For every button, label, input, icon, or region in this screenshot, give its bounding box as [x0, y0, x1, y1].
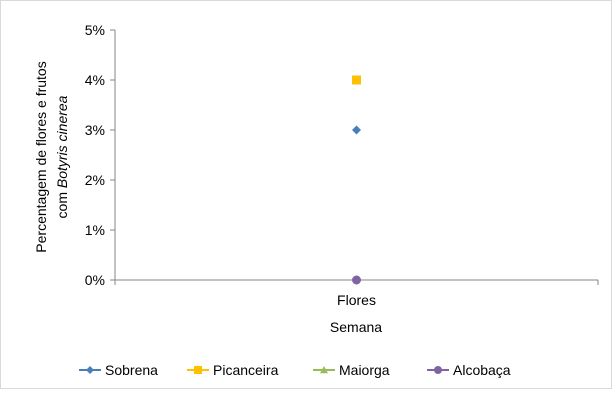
y-tick-label: 3%	[85, 122, 105, 138]
legend-label-picanceira: Picanceira	[213, 362, 279, 378]
legend-marker-alcobaca	[434, 366, 442, 374]
x-axis-title: Semana	[330, 319, 382, 335]
legend-marker-sobrena	[86, 366, 94, 374]
y-axis-title-line1: Percentagem de flores e frutos	[33, 61, 49, 252]
legend-marker-picanceira	[194, 366, 202, 374]
y-axis-title-line2: com Botyris cinerea	[54, 95, 70, 218]
legend-marker-maiorga	[320, 366, 328, 374]
data-point-picanceira	[352, 75, 361, 85]
data-point-sobrena	[352, 125, 361, 135]
legend-label-sobrena: Sobrena	[105, 362, 158, 378]
y-axis-title: Percentagem de flores e frutos com Botyr…	[33, 61, 70, 252]
legend-label-maiorga: Maiorga	[339, 362, 390, 378]
y-tick-label: 4%	[85, 72, 105, 88]
y-axis-title-italic: Botyris cinerea	[54, 95, 70, 188]
legend-label-alcobaca: Alcobaça	[453, 362, 511, 378]
data-point-alcobaca	[352, 275, 361, 285]
legend: Sobrena Picanceira Maiorga Alcobaça	[79, 362, 511, 378]
y-tick-label: 2%	[85, 172, 105, 188]
x-tick-label: Flores	[337, 292, 376, 308]
y-tick-label: 5%	[85, 22, 105, 38]
y-tick-label: 0%	[85, 272, 105, 288]
y-axis-title-prefix: com	[54, 188, 70, 218]
y-tick-label: 1%	[85, 222, 105, 238]
